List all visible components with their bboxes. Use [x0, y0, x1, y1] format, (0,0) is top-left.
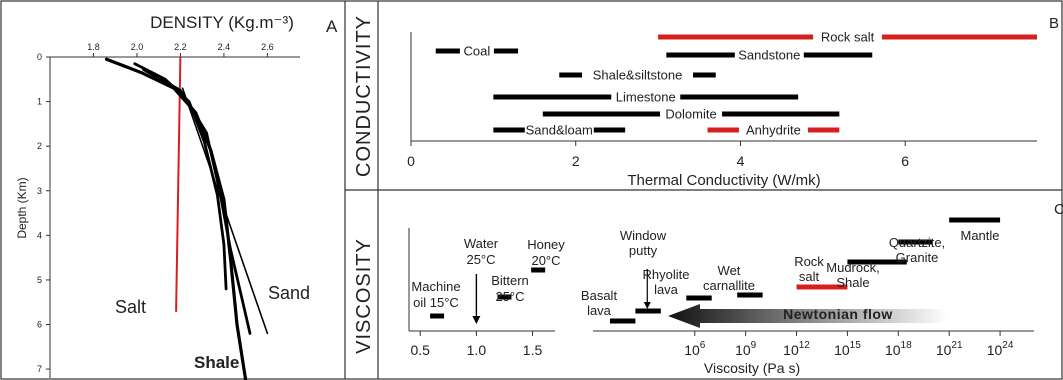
material-machine-label: oil 15°C	[413, 295, 459, 310]
density-tick-label: 1.8	[87, 42, 100, 52]
range-shale-siltstone-label-bg	[582, 66, 694, 82]
panel-letter-c: C	[1054, 201, 1063, 218]
conductivity-tick-label: 6	[901, 153, 909, 169]
density-tick-label: 2.6	[261, 42, 274, 52]
range-sand-loam-label-bg	[524, 121, 594, 137]
viscosity-log-tick-label: 1018	[885, 340, 912, 358]
material-rhyolite-label: lava	[654, 282, 679, 297]
material-basalt-label: Basalt	[581, 288, 618, 303]
range-anhydrite-label: Anhydrite	[746, 123, 801, 138]
material-mudrock--label: Shale	[836, 275, 869, 290]
viscosity-axis-label: Viscosity (Pa s)	[704, 360, 800, 376]
depth-axis-label: Depth (Km)	[15, 177, 29, 238]
conductivity-axes: 0 2 4 6	[407, 32, 1037, 169]
conductivity-tick-label: 4	[737, 153, 745, 169]
range-sandstone-label: Sandstone	[738, 48, 800, 63]
shale-label: Shale	[194, 353, 239, 372]
material-honey-label: 20°C	[531, 253, 560, 268]
material-water-label: 25°C	[466, 252, 495, 267]
range-sand-loam-label: Sand&loam	[526, 123, 593, 138]
conductivity-tick-label: 2	[572, 153, 580, 169]
viscosity-left-tick-label: 0.5	[410, 342, 430, 358]
viscosity-log-tick-label: 1012	[783, 340, 810, 358]
range-sandstone-label-bg	[734, 46, 804, 62]
material-rhyolite-label: Rhyolite	[643, 267, 690, 282]
material-machine-label: Machine	[411, 279, 460, 294]
material-wet-label: Wet	[718, 263, 741, 278]
density-profiles	[104, 56, 269, 380]
viscosity-log-tick-label: 106	[684, 340, 706, 358]
material-basalt-label: lava	[587, 303, 612, 318]
material-mudrock--label: Mudrock,	[826, 260, 879, 275]
range-dolomite-label: Dolomite	[665, 107, 716, 122]
depth-tick-label: 2	[37, 141, 42, 151]
conductivity-tick-label: 0	[407, 153, 415, 169]
material-rock-label: Rock	[794, 254, 824, 269]
range-anhydrite-label-bg	[738, 121, 808, 137]
material-water-label: Water	[464, 236, 499, 251]
material-window-label: putty	[629, 243, 658, 258]
viscosity-left-tick-label: 1.0	[467, 342, 487, 358]
density-tick-label: 2.0	[131, 42, 144, 52]
material-bittern-label: 25°C	[495, 289, 524, 304]
material-mantle-label: Mantle	[960, 228, 999, 243]
viscosity-row-label: VISCOSITY	[353, 238, 375, 354]
sand-density-curve	[142, 68, 252, 335]
density-tick-label: 2.4	[218, 42, 231, 52]
range-limestone-label: Limestone	[616, 90, 676, 105]
unlabeled-density-curve	[133, 62, 228, 291]
viscosity-log-tick-label: 1015	[834, 340, 861, 358]
depth-tick-label: 5	[37, 275, 42, 285]
depth-tick-label: 1	[37, 97, 42, 107]
material-honey-label: Honey	[527, 237, 565, 252]
range-limestone-label-bg	[611, 88, 681, 104]
depth-tick-label: 6	[37, 320, 42, 330]
salt-label: Salt	[115, 297, 146, 317]
range-rock-salt-label-bg	[813, 28, 883, 44]
material-bittern-label: Bittern	[491, 273, 529, 288]
newtonian-flow-arrow	[668, 304, 948, 328]
material-quartzite--label: Quartzite,	[889, 235, 945, 250]
material-water-arrowhead	[472, 316, 481, 324]
range-rock-salt-label: Rock salt	[821, 30, 875, 45]
range-shale-siltstone-label: Shale&siltstone	[593, 68, 683, 83]
panel-letter-a: A	[326, 17, 338, 36]
range-dolomite-label-bg	[660, 105, 723, 121]
conductivity-axis-label: Thermal Conductivity (W/mk)	[627, 172, 820, 189]
depth-tick-label: 3	[37, 186, 42, 196]
sand-label: Sand	[268, 283, 310, 303]
material-rock-label: salt	[799, 269, 820, 284]
density-axes: 1.8 2.0 2.2 2.4 2.6 0 1 2 3 4 5 6 7	[37, 42, 300, 378]
density-title: DENSITY (Kg.m⁻³)	[150, 13, 294, 32]
viscosity-log-tick-label: 109	[735, 340, 757, 358]
density-tick-label: 2.2	[174, 42, 187, 52]
depth-tick-label: 7	[37, 364, 42, 374]
unlabeled-density-curve	[181, 87, 269, 335]
salt-density-curve	[175, 56, 182, 313]
conductivity-row-label: CONDUCTIVITY	[353, 15, 375, 177]
window-putty-arrowhead	[643, 302, 651, 309]
panel-letter-b: B	[1049, 15, 1059, 32]
conductivity-panel: CONDUCTIVITY B 0 2 4 6 Rock salt Coal Sandsto…	[353, 15, 1059, 189]
viscosity-left-tick-label: 1.5	[523, 342, 543, 358]
viscosity-log-tick-label: 1021	[936, 340, 963, 358]
conductivity-ranges: Rock salt Coal Sandstone Shale&siltstone Lim…	[435, 28, 1037, 138]
material-wet-label: carnallite	[703, 278, 755, 293]
density-depth-panel: DENSITY (Kg.m⁻³) A Depth (Km) 1.8 2.0 2.2 2…	[15, 13, 338, 380]
material-quartzite--label: Granite	[896, 250, 939, 265]
newtonian-flow-label: Newtonian flow	[783, 306, 893, 322]
viscosity-log-tick-label: 1024	[987, 340, 1014, 358]
viscosity-panel: VISCOSITY C 0.5 1.0 1.5 106 109 1012 1015 1018 1…	[353, 201, 1063, 376]
material-window-label: Window	[620, 228, 667, 243]
range-coal-label-bg	[459, 42, 494, 58]
depth-tick-label: 4	[37, 230, 42, 240]
depth-tick-label: 0	[37, 52, 42, 62]
range-coal-label: Coal	[464, 44, 491, 59]
